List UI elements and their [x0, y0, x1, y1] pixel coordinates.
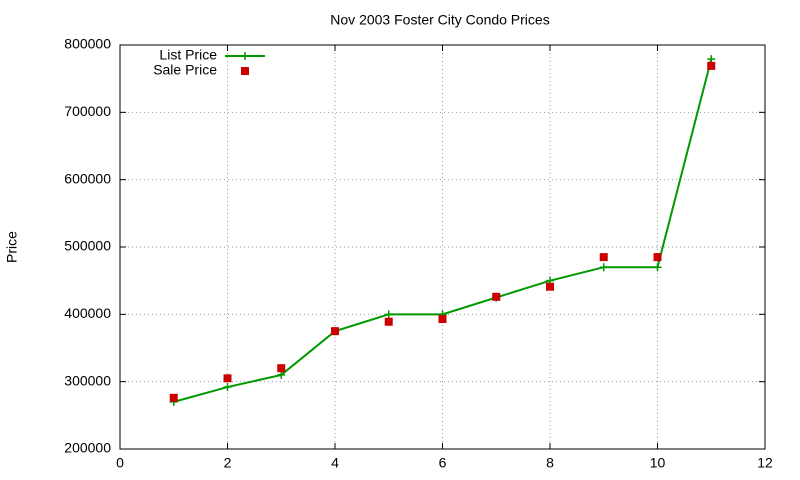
marker — [599, 253, 608, 262]
legend-label: Sale Price — [153, 62, 217, 78]
marker — [384, 317, 393, 326]
y-tick-label: 500000 — [64, 238, 111, 254]
y-tick-label: 600000 — [64, 170, 111, 186]
plot-frame — [119, 44, 766, 450]
marker — [438, 315, 447, 324]
x-tick-label: 4 — [331, 455, 339, 471]
y-axis-label: Price — [4, 231, 20, 263]
marker — [653, 253, 662, 262]
y-tick-label: 800000 — [64, 36, 111, 52]
x-tick-label: 10 — [650, 455, 666, 471]
marker — [653, 263, 662, 272]
marker — [241, 52, 249, 60]
y-tick-label: 700000 — [64, 103, 111, 119]
marker — [169, 393, 178, 402]
marker — [707, 55, 716, 64]
marker — [599, 263, 608, 272]
marker — [223, 383, 232, 392]
x-tick-label: 2 — [224, 455, 232, 471]
x-tick-label: 6 — [439, 455, 447, 471]
y-tick-label: 400000 — [64, 305, 111, 321]
x-tick-label: 0 — [116, 455, 124, 471]
chart-title: Nov 2003 Foster City Condo Prices — [330, 12, 549, 28]
marker — [277, 364, 286, 373]
marker — [331, 327, 339, 336]
marker — [546, 282, 554, 291]
y-tick-label: 200000 — [64, 440, 111, 456]
legend-label: List Price — [159, 47, 217, 63]
marker — [707, 61, 716, 70]
x-tick-label: 8 — [546, 455, 554, 471]
x-tick-label: 12 — [757, 455, 773, 471]
marker — [277, 370, 286, 379]
marker — [223, 374, 232, 383]
marker — [492, 292, 501, 301]
marker — [241, 67, 249, 75]
marker — [384, 310, 393, 319]
y-tick-label: 300000 — [64, 372, 111, 388]
